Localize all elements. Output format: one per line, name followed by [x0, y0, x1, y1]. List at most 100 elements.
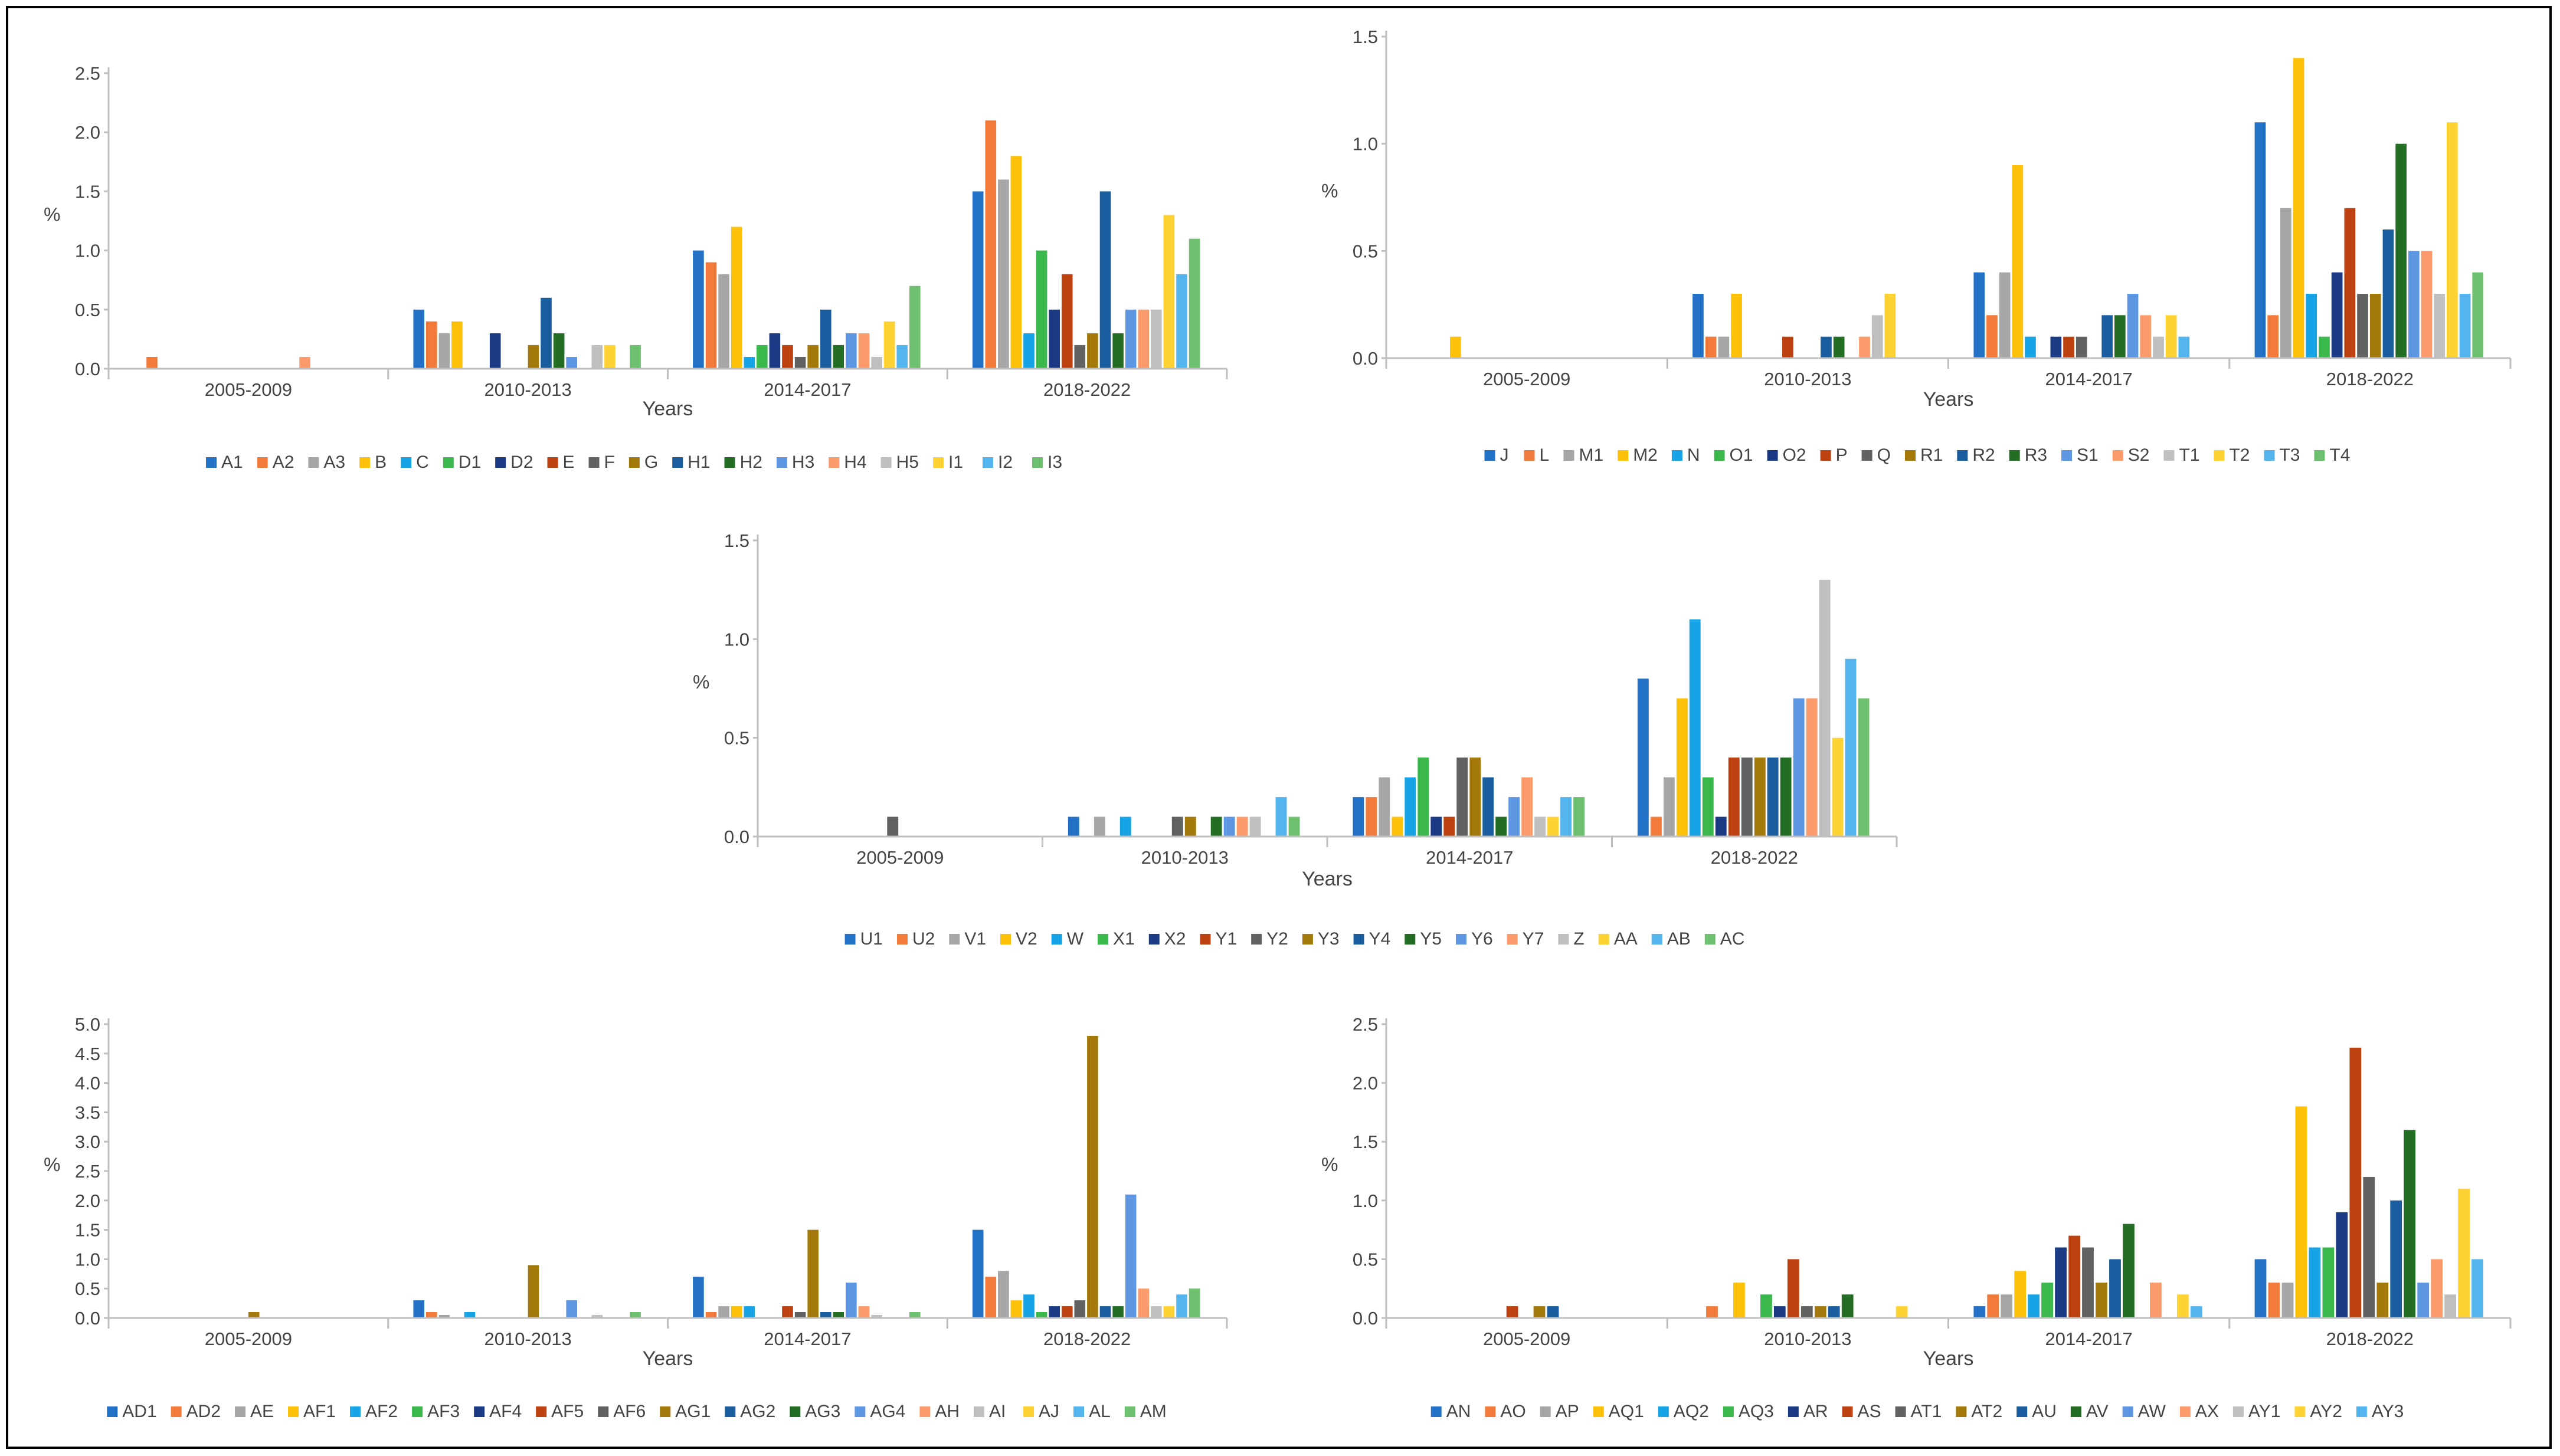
bar-V1-2018-2022 — [1663, 777, 1675, 837]
legend-swatch — [2112, 450, 2123, 461]
legend-label: AF1 — [303, 1402, 336, 1421]
legend-label: C — [416, 452, 429, 472]
bar-L-2018-2022 — [2267, 315, 2279, 358]
bar-S1-2018-2022 — [2408, 251, 2420, 358]
bar-R3-2014-2017 — [2114, 315, 2126, 358]
x-category-label: 2010-2013 — [484, 1329, 572, 1349]
y-tick-label: 0.5 — [75, 300, 100, 320]
chart-u-series: 0.0 0.5 1.0 1.5% 2005-2009 2010-2013 2014-2017… — [693, 530, 1898, 949]
bar-AD1-2010-2013 — [413, 1300, 424, 1318]
bar-AD2-2014-2017 — [705, 1312, 717, 1318]
legend-swatch — [1861, 450, 1872, 461]
legend-label: L — [1540, 445, 1550, 465]
legend-label: I3 — [1047, 452, 1062, 472]
y-tick-label: 1.5 — [1353, 27, 1378, 47]
legend-label: AO — [1500, 1402, 1525, 1421]
legend-label: H2 — [740, 452, 762, 472]
legend: U1 U2 V1 V2 W X1 X2 Y1 Y2 Y3 Y4 Y5 Y6 Y7 Z AA AB AC — [844, 929, 1744, 949]
legend-swatch — [1618, 450, 1629, 461]
bar-G-2010-2013 — [528, 345, 539, 369]
legend-label: T4 — [2330, 445, 2351, 465]
bar-AG3-2018-2022 — [1112, 1306, 1124, 1318]
bar-AQ1-2010-2013 — [1733, 1283, 1745, 1318]
bar-A2-2014-2017 — [705, 262, 717, 369]
bar-R3-2018-2022 — [2395, 143, 2407, 358]
bar-AD1-2014-2017 — [693, 1277, 704, 1318]
legend-swatch — [1714, 450, 1725, 461]
legend-label: AB — [1667, 929, 1691, 949]
x-category-label: 2005-2009 — [205, 379, 292, 400]
bar-AE-2018-2022 — [998, 1271, 1009, 1318]
legend-label: D2 — [510, 452, 533, 472]
legend-swatch — [983, 457, 993, 468]
bar-A1-2014-2017 — [693, 250, 704, 369]
y-tick-label: 4.0 — [75, 1073, 100, 1094]
bar-F-2014-2017 — [794, 357, 806, 369]
legend-swatch — [628, 457, 640, 468]
legend-swatch — [443, 457, 454, 468]
legend-swatch — [1956, 1406, 1967, 1417]
bar-AP-2018-2022 — [2281, 1283, 2294, 1318]
legend-label: B — [375, 452, 387, 472]
bar-L-2014-2017 — [1986, 315, 1998, 358]
bar-AO-2018-2022 — [2268, 1283, 2280, 1318]
legend-swatch — [2061, 450, 2073, 461]
bar-H2-2010-2013 — [553, 333, 565, 369]
legend-swatch — [1023, 1406, 1035, 1417]
legend-label: Z — [1573, 929, 1584, 949]
bar-H4-2018-2022 — [1138, 309, 1150, 369]
legend-swatch — [1957, 450, 1968, 461]
legend-swatch — [2356, 1406, 2367, 1417]
legend-swatch — [401, 457, 412, 468]
bar-AF2-2014-2017 — [744, 1306, 755, 1318]
legend-label: D1 — [459, 452, 481, 472]
figure-frame: 0.0 0.5 1.0 1.5 2.0 2.5% 2005-2009 2010-2013 201… — [6, 6, 2552, 1449]
x-category-label: 2005-2009 — [1483, 1329, 1570, 1349]
bar-F-2018-2022 — [1074, 345, 1086, 369]
y-tick-label: 1.0 — [75, 1249, 100, 1270]
bar-H5-2010-2013 — [591, 345, 603, 369]
legend-label: AV — [2086, 1402, 2109, 1421]
legend-swatch — [2214, 450, 2225, 461]
x-category-label: 2018-2022 — [2326, 1329, 2414, 1349]
legend-swatch — [1704, 934, 1716, 945]
bar-B-2018-2022 — [1010, 156, 1022, 369]
legend-label: AT2 — [1971, 1402, 2002, 1421]
bar-AU-2005-2009 — [1547, 1306, 1559, 1318]
legend-label: H5 — [896, 452, 919, 472]
bar-R2-2014-2017 — [2101, 315, 2113, 358]
bar-Y4-2018-2022 — [1767, 757, 1779, 837]
legend-swatch — [1000, 934, 1011, 945]
bar-Y5-2014-2017 — [1495, 816, 1507, 837]
bar-Y3-2014-2017 — [1469, 757, 1481, 837]
legend-label: Y6 — [1471, 929, 1493, 949]
bar-AY3-2014-2017 — [2190, 1306, 2202, 1318]
bar-AH-2014-2017 — [858, 1306, 870, 1318]
bar-AY1-2018-2022 — [2444, 1294, 2456, 1318]
bar-T2-2018-2022 — [2447, 122, 2458, 359]
bar-AG3-2014-2017 — [833, 1312, 844, 1318]
bar-AP-2014-2017 — [2001, 1294, 2013, 1318]
bar-AS-2010-2013 — [1787, 1259, 1799, 1318]
bar-AJ-2018-2022 — [1163, 1306, 1175, 1318]
x-category-label: 2014-2017 — [764, 379, 851, 400]
bar-I2-2018-2022 — [1176, 274, 1187, 369]
bar-I2-2014-2017 — [896, 345, 908, 369]
legend-label: AU — [2032, 1402, 2057, 1421]
legend-label: I1 — [948, 452, 963, 472]
legend-label: AG1 — [675, 1402, 711, 1421]
legend-label: AY3 — [2372, 1402, 2404, 1421]
legend-swatch — [474, 1406, 485, 1417]
y-tick-label: 1.0 — [1353, 134, 1378, 155]
legend-swatch — [1455, 934, 1466, 945]
x-category-label: 2014-2017 — [1426, 847, 1513, 868]
bar-D2-2018-2022 — [1049, 309, 1060, 369]
bar-AH-2018-2022 — [1138, 1288, 1150, 1318]
bar-AF1-2014-2017 — [731, 1306, 742, 1318]
bar-AG4-2014-2017 — [846, 1283, 857, 1318]
bar-C-2014-2017 — [744, 357, 755, 369]
y-tick-label: 2.5 — [75, 1161, 100, 1182]
legend-swatch — [1524, 450, 1535, 461]
bar-AF6-2018-2022 — [1074, 1300, 1086, 1318]
x-axis-title: Years — [643, 398, 693, 420]
